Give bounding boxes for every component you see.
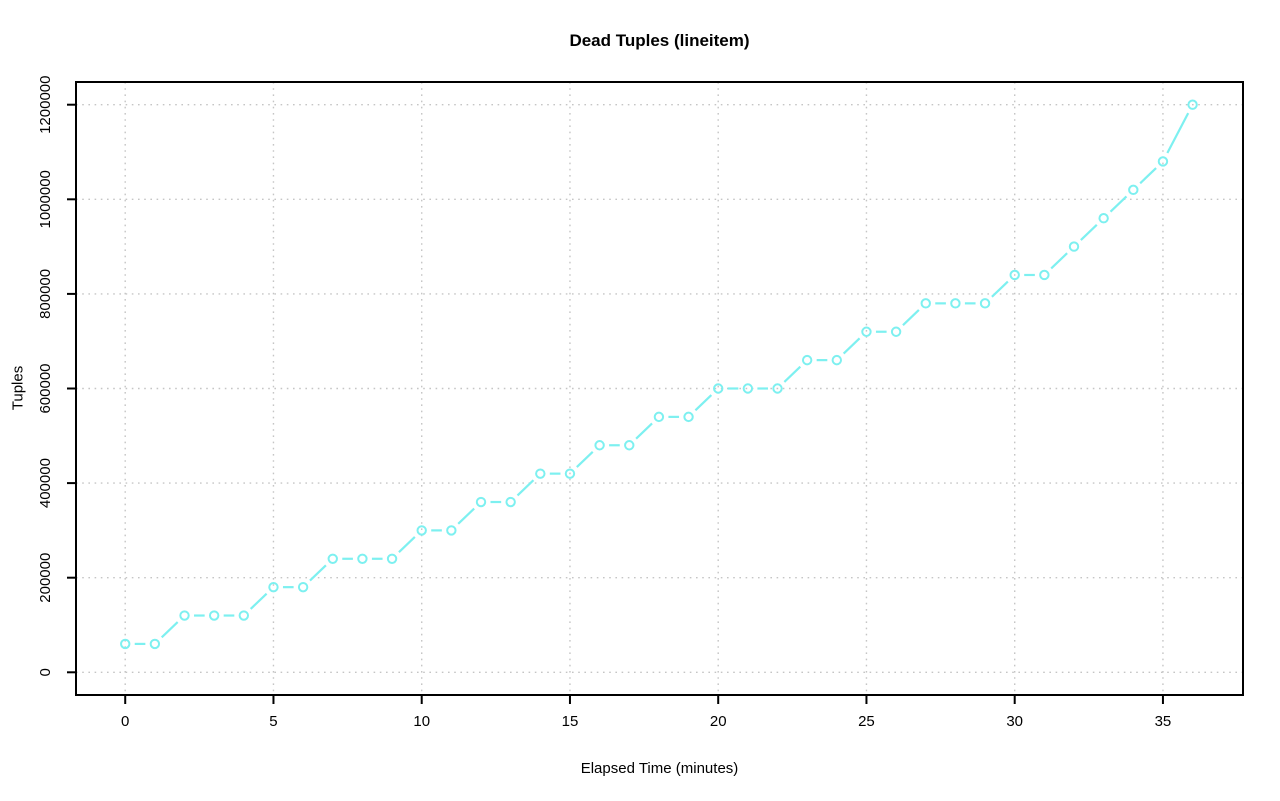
data-point-marker xyxy=(742,383,754,394)
x-tick-label: 5 xyxy=(269,713,277,730)
data-point-marker xyxy=(1128,184,1139,196)
data-point-marker xyxy=(179,610,190,621)
data-point-marker xyxy=(446,525,457,536)
series-segment xyxy=(457,507,475,525)
data-point-marker xyxy=(594,440,605,451)
data-point-marker xyxy=(416,525,427,536)
data-point-marker xyxy=(950,298,961,309)
x-tick-label: 10 xyxy=(413,713,430,730)
series-segment xyxy=(694,394,713,412)
series-segment xyxy=(1080,223,1098,241)
plot-box xyxy=(75,81,1244,696)
data-point-marker xyxy=(801,354,813,366)
y-tick-label: 1000000 xyxy=(37,170,54,228)
series-segment xyxy=(842,337,861,355)
series-segment xyxy=(309,564,327,582)
data-point-marker xyxy=(268,581,279,593)
data-point-marker xyxy=(535,468,546,479)
data-point-marker xyxy=(149,638,161,650)
x-axis-title: Elapsed Time (minutes) xyxy=(580,760,739,777)
series-segment xyxy=(1050,252,1068,270)
data-point-marker xyxy=(505,496,516,508)
data-point-marker xyxy=(890,326,902,337)
data-point-marker xyxy=(297,581,309,593)
series-segment xyxy=(516,479,535,497)
series-segment xyxy=(398,536,416,554)
series-segment xyxy=(991,280,1009,298)
data-point-marker xyxy=(1098,213,1109,224)
series-segment xyxy=(635,422,653,440)
data-point-marker xyxy=(1187,99,1198,110)
data-point-marker xyxy=(357,553,368,564)
data-point-marker xyxy=(920,298,931,309)
data-point-marker xyxy=(831,354,843,366)
x-tick-label: 15 xyxy=(562,713,579,730)
x-tick-label: 20 xyxy=(710,713,727,730)
data-point-marker xyxy=(772,383,783,394)
data-point-marker xyxy=(1009,269,1020,281)
series-segment xyxy=(783,365,802,383)
data-point-marker xyxy=(327,553,338,564)
data-point-marker xyxy=(475,496,487,508)
series-segment xyxy=(902,309,920,326)
y-tick-label: 200000 xyxy=(37,553,54,603)
y-tick-label: 1200000 xyxy=(37,76,54,134)
data-point-marker xyxy=(564,468,576,479)
series-segment xyxy=(1166,112,1190,154)
data-point-marker xyxy=(1157,156,1169,167)
y-tick-label: 400000 xyxy=(37,458,54,508)
data-point-marker xyxy=(386,553,398,564)
data-point-marker xyxy=(1039,269,1050,281)
x-tick-label: 30 xyxy=(1006,713,1023,730)
x-tick-label: 25 xyxy=(858,713,875,730)
data-point-marker xyxy=(979,298,991,309)
x-tick-label: 35 xyxy=(1155,713,1172,730)
data-point-marker xyxy=(861,326,872,337)
data-point-marker xyxy=(624,440,635,451)
x-tick-label: 0 xyxy=(121,713,129,730)
data-point-marker xyxy=(713,383,724,394)
data-point-marker xyxy=(683,411,694,423)
chart-title: Dead Tuples (lineitem) xyxy=(569,31,750,50)
data-point-marker xyxy=(653,411,665,423)
data-point-marker xyxy=(120,638,131,650)
y-tick-label: 600000 xyxy=(37,363,54,413)
series-segment xyxy=(1139,167,1157,185)
data-point-marker xyxy=(208,610,220,621)
data-point-marker xyxy=(238,610,250,621)
series-segment xyxy=(1109,195,1128,213)
series-segment xyxy=(576,451,594,468)
y-tick-label: 800000 xyxy=(37,269,54,319)
y-tick-label: 0 xyxy=(37,668,54,676)
series-segment xyxy=(160,621,179,639)
data-point-marker xyxy=(1068,241,1080,252)
series-segment xyxy=(249,592,268,610)
